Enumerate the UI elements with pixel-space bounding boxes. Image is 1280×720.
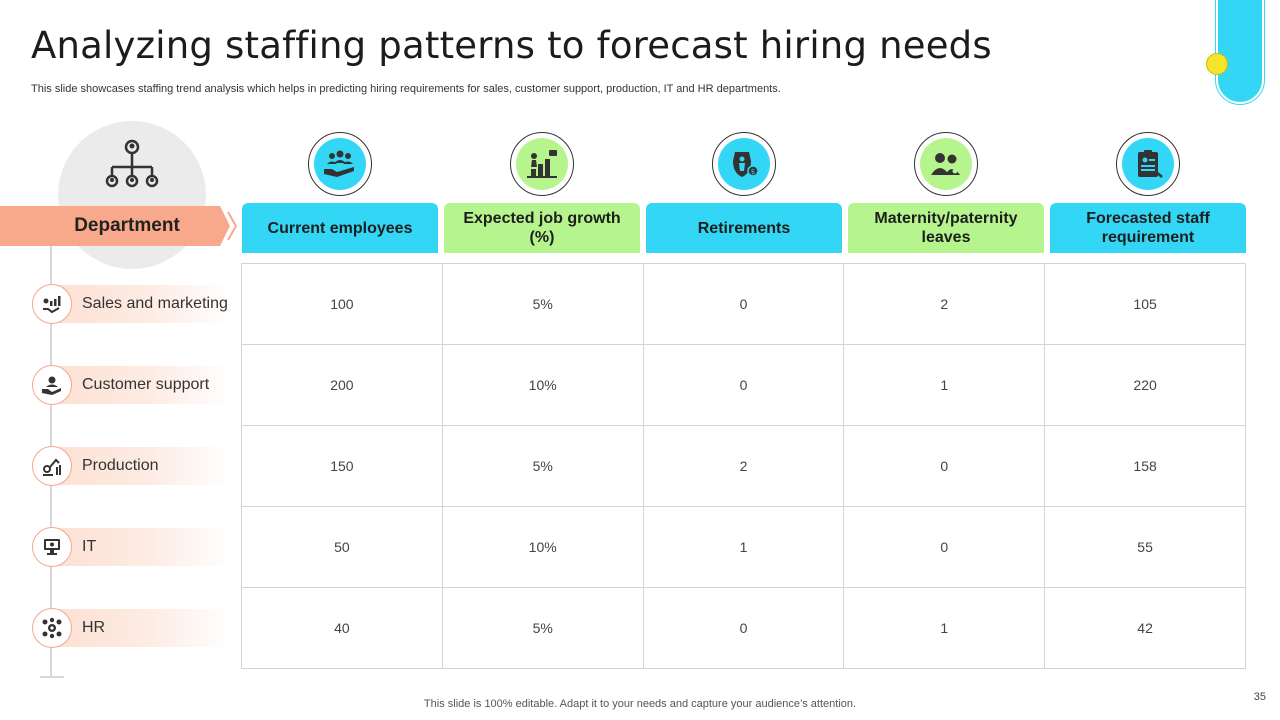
column-header-retirements: Retirements (646, 203, 842, 253)
department-row-production: Production (32, 446, 232, 486)
parent-icon (931, 153, 960, 175)
people-gear-icon (32, 608, 72, 648)
department-ribbon (0, 206, 238, 246)
department-row-sales: Sales and marketing (32, 284, 232, 324)
table-cell: 200 (241, 344, 443, 426)
table-cell: 10% (441, 344, 644, 426)
column-header-expected-job-growth: Expected job growth (%) (444, 203, 640, 253)
department-label: Customer support (82, 376, 210, 393)
table-row: 100 5% 0 2 105 (241, 263, 1246, 345)
column-header-maternity-paternity: Maternity/paternity leaves (848, 203, 1044, 253)
table-cell: 0 (843, 425, 1046, 507)
table-cell: 10% (441, 506, 644, 588)
column-icon-current-employees (308, 132, 372, 196)
column-header-current-employees: Current employees (242, 203, 438, 253)
table-cell: 0 (642, 344, 845, 426)
table-cell: 1 (843, 587, 1046, 669)
department-row-customer-support: Customer support (32, 365, 232, 405)
table-cell: 5% (441, 425, 644, 507)
table-cell: 158 (1044, 425, 1246, 507)
sales-growth-icon (32, 284, 72, 324)
table-cell: 1 (843, 344, 1046, 426)
column-icon-forecasted-staff (1116, 132, 1180, 196)
column-icon-maternity-paternity (914, 132, 978, 196)
table-cell: 5% (441, 587, 644, 669)
table-cell: 5% (441, 263, 644, 345)
table-row: 150 5% 2 0 158 (241, 425, 1246, 507)
table-cell: 40 (241, 587, 443, 669)
page-number: 35 (1253, 691, 1266, 703)
support-hand-icon (32, 365, 72, 405)
decorative-dot (1206, 53, 1228, 75)
page-subtitle: This slide showcases staffing trend anal… (31, 83, 781, 95)
department-row-it: IT (32, 527, 232, 567)
table-cell: 220 (1044, 344, 1246, 426)
column-icon-retirements: $ (712, 132, 776, 196)
table-cell: 2 (843, 263, 1046, 345)
decorative-pill (1216, 0, 1264, 104)
table-cell: 0 (642, 587, 845, 669)
svg-text:$: $ (751, 168, 755, 176)
column-icon-job-growth (510, 132, 574, 196)
org-chart-icon (105, 139, 159, 188)
department-header-label: Department (74, 215, 180, 236)
table-cell: 1 (642, 506, 845, 588)
table-cell: 55 (1044, 506, 1246, 588)
department-row-hr: HR (32, 608, 232, 648)
table-cell: 105 (1044, 263, 1246, 345)
table-cell: 0 (642, 263, 845, 345)
table-row: 50 10% 1 0 55 (241, 506, 1246, 588)
table-cell: 0 (843, 506, 1046, 588)
career-growth-icon (527, 150, 557, 178)
department-label: Sales and marketing (82, 295, 228, 312)
table-cell: 2 (642, 425, 845, 507)
timeline-end (40, 676, 64, 678)
production-icon (32, 446, 72, 486)
column-header-forecasted-staff: Forecasted staff requirement (1050, 203, 1246, 253)
table-cell: 50 (241, 506, 443, 588)
page-title: Analyzing staffing patterns to forecast … (31, 24, 992, 67)
staffing-table: 100 5% 0 2 105 200 10% 0 1 220 150 5% 2 … (241, 263, 1246, 669)
footer-note: This slide is 100% editable. Adapt it to… (423, 698, 857, 710)
table-row: 40 5% 0 1 42 (241, 587, 1246, 669)
org-chart-icon-circle (58, 121, 206, 269)
retirement-icon: $ (733, 152, 759, 177)
computer-icon (32, 527, 72, 567)
department-label: IT (82, 538, 97, 555)
team-hand-icon (324, 150, 354, 177)
table-cell: 42 (1044, 587, 1246, 669)
table-cell: 150 (241, 425, 443, 507)
table-cell: 100 (241, 263, 443, 345)
department-label: HR (82, 619, 106, 636)
table-row: 200 10% 0 1 220 (241, 344, 1246, 426)
department-label: Production (82, 457, 159, 474)
clipboard-forecast-icon (1138, 150, 1163, 178)
